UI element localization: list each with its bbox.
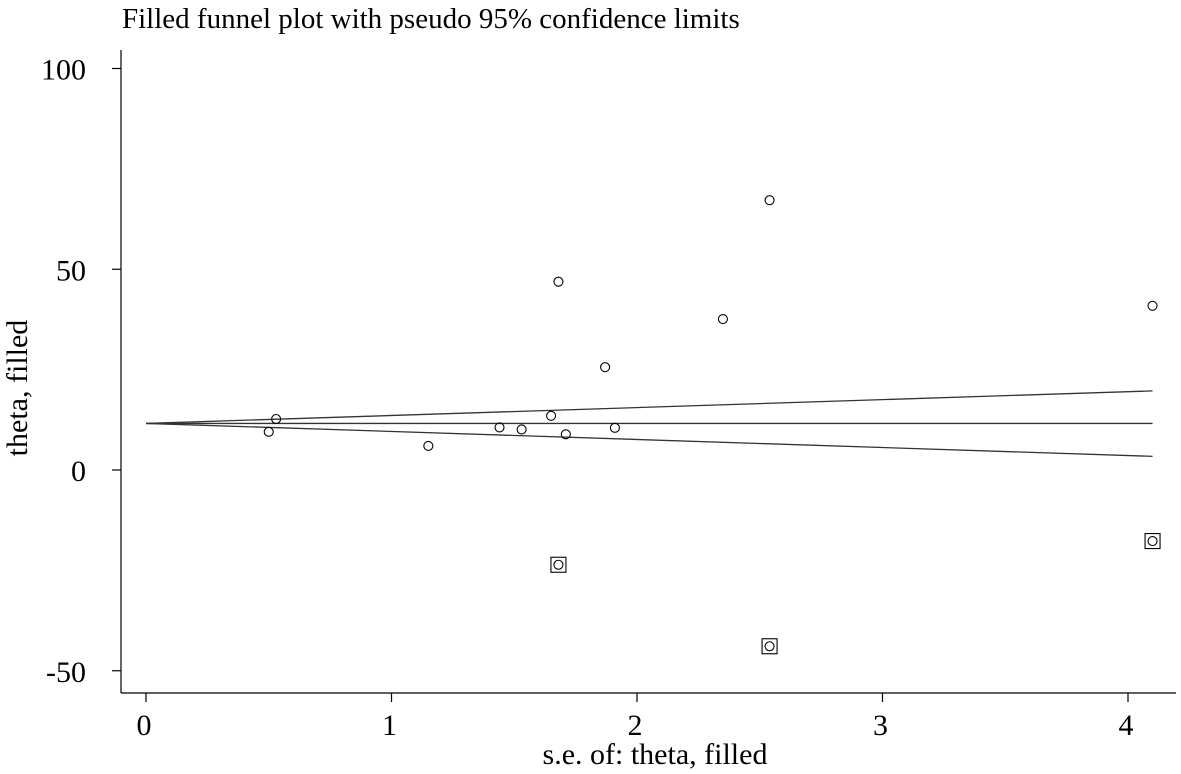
- study-point: [263, 426, 274, 437]
- x-axis-label: s.e. of: theta, filled: [543, 738, 768, 771]
- chart-title: Filled funnel plot with pseudo 95% confi…: [122, 3, 740, 35]
- lower-confidence-limit: [145, 422, 1153, 457]
- filled-study-square: [550, 556, 567, 573]
- study-point: [764, 195, 775, 206]
- study-point: [764, 641, 775, 652]
- study-point: [560, 429, 571, 440]
- study-point: [1147, 300, 1158, 311]
- study-point: [553, 276, 564, 287]
- y-tick-label: -50: [46, 656, 86, 689]
- x-axis-ticks: 0 1 2 3 4: [137, 693, 1134, 742]
- study-point: [423, 440, 434, 451]
- y-tick-label: 0: [71, 455, 86, 488]
- study-point: [553, 559, 564, 570]
- study-point: [600, 362, 611, 373]
- data-points: [263, 195, 1161, 655]
- study-point: [609, 422, 620, 433]
- x-tick-label: 1: [382, 709, 397, 742]
- funnel-lines: [145, 390, 1153, 457]
- y-axis-ticks: -50 0 50 100: [41, 54, 121, 689]
- study-point: [271, 413, 282, 425]
- filled-study-square: [1144, 533, 1161, 550]
- x-tick-label: 3: [873, 709, 888, 742]
- study-point: [516, 424, 527, 435]
- x-tick-label: 2: [628, 709, 643, 742]
- filled-study-square: [761, 638, 778, 655]
- y-tick-label: 100: [41, 54, 86, 87]
- study-point: [494, 422, 505, 433]
- x-tick-label: 0: [137, 709, 152, 742]
- y-axis-label: theta, filled: [1, 320, 34, 457]
- upper-confidence-limit: [145, 390, 1153, 425]
- y-tick-label: 50: [56, 254, 86, 287]
- study-point: [546, 410, 557, 421]
- x-tick-label: 4: [1119, 709, 1134, 742]
- study-point: [717, 313, 728, 325]
- study-point: [1147, 536, 1158, 547]
